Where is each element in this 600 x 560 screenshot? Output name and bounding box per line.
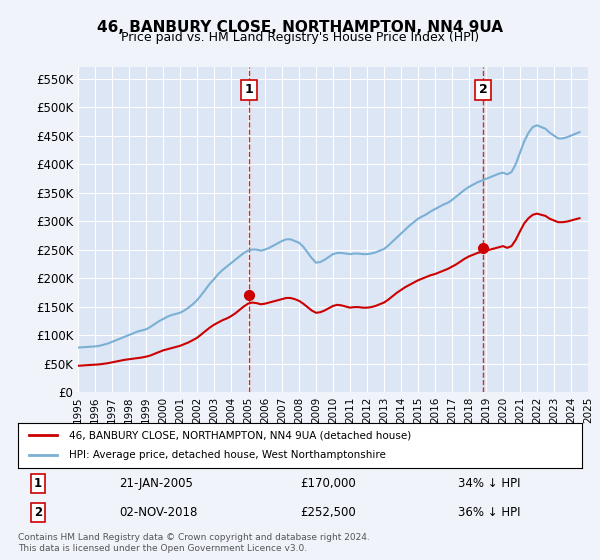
Text: 46, BANBURY CLOSE, NORTHAMPTON, NN4 9UA (detached house): 46, BANBURY CLOSE, NORTHAMPTON, NN4 9UA … [69,430,411,440]
Text: 36% ↓ HPI: 36% ↓ HPI [458,506,520,519]
Text: 2: 2 [34,506,42,519]
Text: Price paid vs. HM Land Registry's House Price Index (HPI): Price paid vs. HM Land Registry's House … [121,31,479,44]
Text: 02-NOV-2018: 02-NOV-2018 [119,506,198,519]
Text: HPI: Average price, detached house, West Northamptonshire: HPI: Average price, detached house, West… [69,450,386,460]
Text: 1: 1 [34,477,42,490]
Text: 1: 1 [244,83,253,96]
Text: £252,500: £252,500 [300,506,356,519]
Text: 46, BANBURY CLOSE, NORTHAMPTON, NN4 9UA: 46, BANBURY CLOSE, NORTHAMPTON, NN4 9UA [97,20,503,35]
Text: 21-JAN-2005: 21-JAN-2005 [119,477,193,490]
Text: Contains HM Land Registry data © Crown copyright and database right 2024.
This d: Contains HM Land Registry data © Crown c… [18,533,370,553]
Text: £170,000: £170,000 [300,477,356,490]
Text: 2: 2 [479,83,488,96]
Text: 34% ↓ HPI: 34% ↓ HPI [458,477,520,490]
